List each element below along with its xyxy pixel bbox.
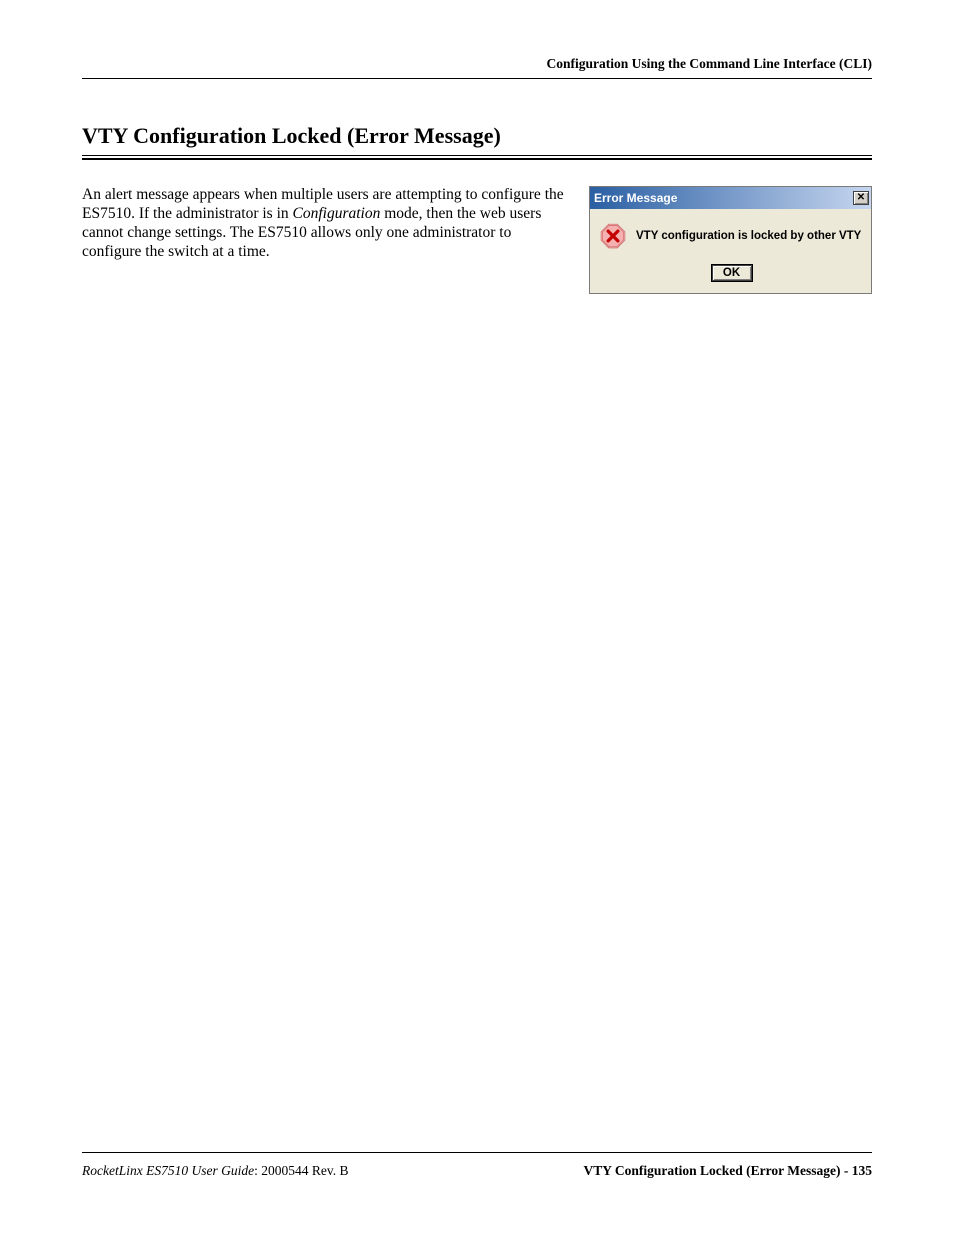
footer-left-italic: RocketLinx ES7510 User Guide (82, 1163, 254, 1178)
section-title-rule (82, 155, 872, 160)
dialog-body: VTY configuration is locked by other VTY… (590, 209, 871, 293)
error-icon (600, 223, 626, 249)
close-icon[interactable]: ✕ (853, 191, 869, 205)
footer-row: RocketLinx ES7510 User Guide: 2000544 Re… (82, 1163, 872, 1179)
ok-button[interactable]: OK (712, 265, 752, 281)
dialog-message: VTY configuration is locked by other VTY (636, 230, 861, 242)
body-paragraph: An alert message appears when multiple u… (82, 186, 571, 262)
section-title: VTY Configuration Locked (Error Message) (82, 123, 872, 155)
error-dialog-wrap: Error Message ✕ VTY configuration is loc… (589, 186, 872, 294)
page-footer: RocketLinx ES7510 User Guide: 2000544 Re… (82, 1152, 872, 1179)
error-dialog: Error Message ✕ VTY configuration is loc… (589, 186, 872, 294)
dialog-title: Error Message (594, 191, 677, 205)
content-row: An alert message appears when multiple u… (82, 186, 872, 294)
footer-left-rest: : 2000544 Rev. B (254, 1163, 348, 1178)
body-text-italic: Configuration (293, 205, 381, 222)
footer-left: RocketLinx ES7510 User Guide: 2000544 Re… (82, 1163, 348, 1179)
dialog-message-row: VTY configuration is locked by other VTY (600, 223, 863, 249)
dialog-button-row: OK (600, 263, 863, 281)
footer-right: VTY Configuration Locked (Error Message)… (584, 1163, 872, 1179)
running-head: Configuration Using the Command Line Int… (82, 56, 872, 79)
footer-rule (82, 1152, 872, 1153)
dialog-titlebar: Error Message ✕ (590, 187, 871, 209)
